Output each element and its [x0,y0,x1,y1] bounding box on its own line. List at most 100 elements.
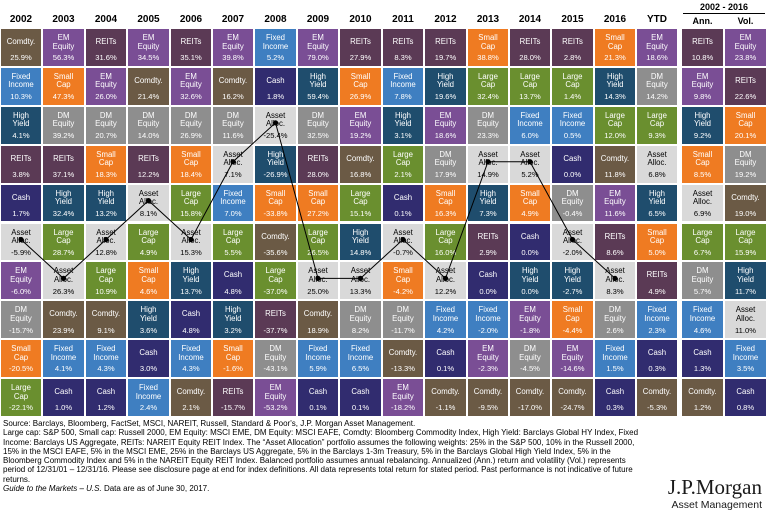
cell-value: 6.5% [648,208,666,218]
cell-comdty: Comdty. -9.5% [467,378,509,417]
cell-label: High Yield [54,188,73,207]
cell-value: 21.3% [604,53,626,63]
cell-asset-alloc: Asset Alloc. 12.2% [424,261,467,301]
cell-em-equity: EM Equity -2.3% [467,339,509,379]
cell-value: 14.3% [604,92,626,102]
cell-value: -1.1% [435,403,456,413]
cell-value: -37.7% [263,325,288,335]
cell-fixed-income: Fixed Income 4.3% [85,339,127,379]
cell-label: Small Cap [11,344,31,362]
cell-value: 32.5% [307,131,329,141]
cell-label: EM Equity [561,344,584,362]
cell-label: EM Equity [95,71,117,90]
cell-small-cap: Small Cap 21.3% [594,28,636,67]
cell-fixed-income: Fixed Income 2.3% [636,300,678,340]
cell-value: 39.2% [52,131,75,141]
cell-comdty: Comdty. 2.1% [170,378,212,417]
cell-cash: Cash 0.1% [339,378,382,417]
cell-value: -2.0% [562,247,583,257]
cell-em-equity: EM Equity 23.8% [724,28,767,67]
cell-value: 28.0% [307,169,329,179]
cell-value: 32.4% [477,92,499,102]
cell-value: -22.1% [8,403,34,413]
cell-value: 1.5% [606,364,624,374]
cell-value: -0.7% [393,247,413,257]
cell-asset-alloc: Asset Alloc. 5.2% [509,144,551,184]
cell-em-equity: EM Equity 19.2% [339,105,382,145]
cell-cash: Cash 0.0% [551,144,594,184]
cell-value: -35.6% [263,247,288,257]
cell-asset-alloc: Asset Alloc. 15.3% [170,222,212,262]
column-header-2016: 2016 [603,14,627,25]
cell-comdty: Comdty. 16.2% [212,66,254,106]
cell-value: 26.9% [180,131,202,141]
cell-value: 11.0% [735,325,756,335]
cell-label: Small Cap [520,188,540,207]
cell-reits: REITs 8.3% [382,28,424,67]
cell-reits: REITs 3.8% [0,144,42,184]
cell-label: EM Equity [691,71,714,90]
cell-label: Comdty. [558,387,587,397]
cell-label: EM Equity [734,33,757,51]
cell-value: 8.6% [606,247,624,257]
cell-value: -25.4% [263,131,288,141]
cell-cash: Cash 4.8% [212,261,254,301]
cell-value: 4.6% [139,286,158,296]
cell-small-cap: Small Cap -1.6% [212,339,254,379]
cell-value: 4.9% [648,286,666,296]
cell-high-yield: High Yield 7.3% [467,183,509,223]
cell-value: 1.7% [12,208,30,218]
cell-value: 4.2% [436,325,455,335]
cell-small-cap: Small Cap 18.4% [170,144,212,184]
cell-value: 18.3% [95,169,117,179]
cell-label: Asset Alloc. [11,227,31,246]
cell-label: Large Cap [11,383,31,401]
cell-value: -0.4% [562,208,583,218]
cell-value: 79.0% [307,53,329,63]
cell-label: Asset Alloc. [53,266,74,284]
cell-dm-equity: DM Equity -0.4% [551,183,594,223]
cell-label: Large Cap [735,227,756,246]
cell-asset-alloc: Asset Alloc. -0.7% [382,222,424,262]
cell-value: 0.5% [563,131,582,141]
cell-label: Comdty. [731,192,760,202]
cell-value: 2.9% [479,247,497,257]
cell-value: 3.8% [12,169,30,179]
cell-value: 5.7% [693,286,712,296]
cell-comdty: Comdty. 18.9% [297,300,339,340]
column-header-2013: 2013 [476,14,500,25]
cell-reits: REITs 31.6% [85,28,127,67]
cell-label: EM Equity [137,33,160,51]
cell-asset-alloc: Asset Alloc. 6.9% [681,183,724,223]
cell-reits: REITs -37.7% [254,300,297,340]
cell-value: -2.3% [478,364,498,374]
cell-large-cap: Large Cap 32.4% [467,66,509,106]
cell-comdty: Comdty. -13.3% [382,339,424,379]
cell-value: -37.0% [263,286,288,296]
cell-value: 15.1% [349,208,372,218]
cell-high-yield: High Yield 4.1% [0,105,42,145]
cell-comdty: Comdty. -5.3% [636,378,678,417]
cell-asset-alloc: Asset Alloc. 25.0% [297,261,339,301]
cell-label: DM Equity [349,305,372,323]
cell-label: Fixed Income [262,33,289,51]
cell-reits: REITs 37.1% [42,144,85,184]
cell-value: 27.2% [307,208,329,218]
cell-high-yield: High Yield 19.6% [424,66,467,106]
cell-label: Small Cap [265,188,286,207]
cell-cash: Cash 0.0% [467,261,509,301]
cell-label: Asset Alloc. [435,266,456,284]
cell-value: 0.1% [309,403,327,413]
cell-dm-equity: DM Equity 32.5% [297,105,339,145]
cell-high-yield: High Yield 59.4% [297,66,339,106]
cell-fixed-income: Fixed Income 4.2% [424,300,467,340]
column-header-vol: Vol. [737,16,754,26]
cell-label: Large Cap [562,71,583,90]
cell-fixed-income: Fixed Income 7.0% [212,183,254,223]
column-header-2014: 2014 [518,14,542,25]
cell-label: REITs [735,75,756,85]
cell-dm-equity: DM Equity 5.7% [681,261,724,301]
cell-value: 19.2% [349,131,372,141]
cell-value: 5.0% [648,247,666,257]
cell-label: DM Equity [222,110,244,129]
